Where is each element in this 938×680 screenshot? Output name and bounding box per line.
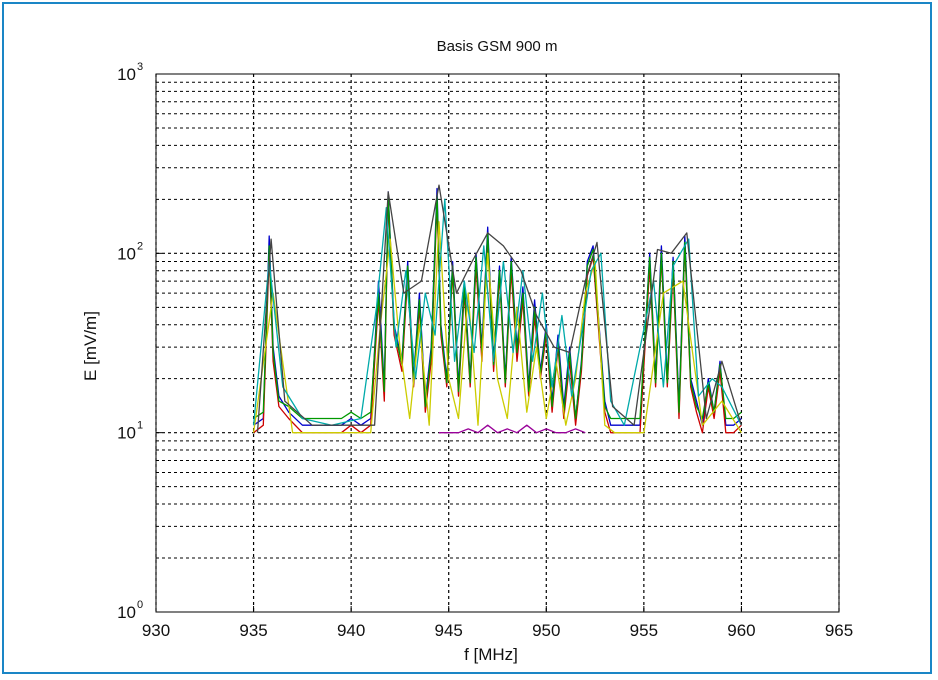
x-tick-label: 935 — [239, 621, 267, 640]
y-tick-label: 10 — [117, 244, 136, 263]
y-tick-exponent: 3 — [137, 61, 143, 73]
plot-border — [155, 73, 840, 613]
y-tick-exponent: 0 — [137, 599, 143, 611]
y-tick-label: 10 — [117, 424, 136, 443]
series-line-7 — [256, 184, 743, 433]
series-layer — [252, 184, 743, 434]
x-tick-label: 945 — [435, 621, 463, 640]
series-line-5 — [252, 198, 742, 426]
y-tick-exponent: 1 — [137, 420, 143, 432]
x-ticks: 930 935 940 945 950 955 960 965 — [142, 606, 853, 640]
x-tick-label: 950 — [532, 621, 560, 640]
x-tick-label: 960 — [727, 621, 755, 640]
y-tick-exponent: 2 — [137, 240, 143, 252]
chart-title: Basis GSM 900 m — [437, 38, 558, 55]
series-line-6 — [439, 424, 586, 434]
x-tick-label: 930 — [142, 621, 170, 640]
x-tick-label: 965 — [825, 621, 853, 640]
y-tick-label: 10 — [117, 603, 136, 622]
series-line-4 — [252, 221, 742, 434]
plot-area — [156, 74, 839, 612]
chart-frame: 930 935 940 945 950 955 960 965 10 0 10 1 10 2 10 3 Ba… — [2, 2, 932, 674]
x-axis-label: f [MHz] — [464, 645, 518, 664]
y-axis-label: E [mV/m] — [81, 311, 100, 381]
series-line-3 — [253, 194, 742, 420]
y-tick-label: 10 — [117, 65, 136, 84]
x-tick-label: 940 — [337, 621, 365, 640]
x-tick-label: 955 — [630, 621, 658, 640]
